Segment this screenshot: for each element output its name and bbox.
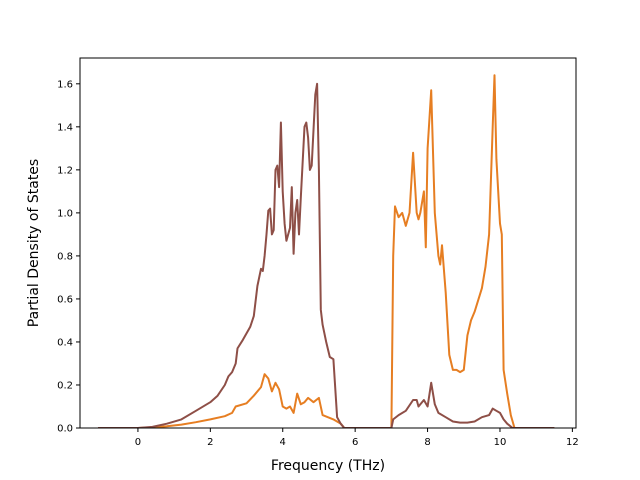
x-tick-label: 4 [280, 437, 286, 448]
y-axis-label: Partial Density of States [26, 159, 42, 327]
series-line-1 [98, 74, 555, 428]
y-axis-ticks: 0.0 0.2 0.4 0.6 0.8 1.0 1.2 1.4 1.6 [57, 79, 80, 435]
y-tick-label: 0.0 [57, 424, 73, 435]
axes-frame [79, 57, 577, 429]
x-tick-label: 12 [566, 437, 579, 448]
x-tick-label: 10 [494, 437, 507, 448]
x-tick-label: 0 [135, 437, 141, 448]
series-line-2 [98, 82, 555, 428]
x-tick-label: 8 [424, 437, 430, 448]
x-axis-ticks: 0 2 4 6 8 10 12 [135, 428, 579, 448]
x-axis-label: Frequency (THz) [271, 458, 385, 474]
y-tick-label: 0.2 [57, 380, 73, 391]
y-tick-label: 1.6 [57, 79, 73, 90]
y-tick-label: 1.2 [57, 165, 73, 176]
y-tick-label: 1.4 [57, 122, 73, 133]
x-tick-label: 6 [352, 437, 358, 448]
y-tick-label: 0.6 [57, 294, 73, 305]
y-tick-label: 0.8 [57, 251, 73, 262]
y-tick-label: 0.4 [57, 337, 73, 348]
plot-layer [98, 74, 555, 428]
y-tick-label: 1.0 [57, 208, 73, 219]
x-tick-label: 2 [207, 437, 213, 448]
